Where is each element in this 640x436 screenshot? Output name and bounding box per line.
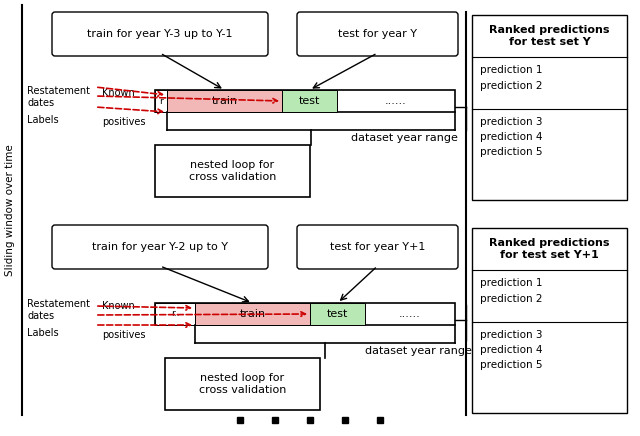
Text: nested loop for
cross validation: nested loop for cross validation (199, 373, 286, 395)
Text: prediction 3: prediction 3 (480, 330, 543, 340)
Text: r: r (159, 96, 163, 106)
Text: test for year Y+1: test for year Y+1 (330, 242, 425, 252)
Text: Restatement
dates: Restatement dates (27, 299, 90, 320)
Bar (167, 90, 282, 112)
Bar (155, 303, 195, 325)
Text: prediction 3: prediction 3 (480, 117, 543, 127)
Text: prediction 5: prediction 5 (480, 360, 543, 370)
Text: train: train (239, 309, 266, 319)
Bar (155, 303, 455, 325)
Text: Labels: Labels (27, 115, 59, 125)
Text: train for year Y-3 up to Y-1: train for year Y-3 up to Y-1 (87, 29, 233, 39)
Text: prediction 5: prediction 5 (480, 147, 543, 157)
Bar (155, 90, 455, 112)
Text: dataset year range: dataset year range (365, 346, 472, 356)
FancyBboxPatch shape (297, 225, 458, 269)
Text: dataset year range: dataset year range (351, 133, 458, 143)
FancyBboxPatch shape (297, 12, 458, 56)
Text: positives: positives (102, 330, 145, 340)
Text: train: train (211, 96, 237, 106)
Text: prediction 4: prediction 4 (480, 345, 543, 355)
Text: r..: r.. (171, 310, 179, 319)
Text: prediction 1: prediction 1 (480, 278, 543, 288)
FancyBboxPatch shape (52, 12, 268, 56)
Text: train for year Y-2 up to Y: train for year Y-2 up to Y (92, 242, 228, 252)
Text: prediction 1: prediction 1 (480, 65, 543, 75)
Text: Restatement
dates: Restatement dates (27, 86, 90, 108)
Bar (310, 303, 365, 325)
Text: Known: Known (102, 88, 135, 98)
Bar (165, 358, 320, 410)
Bar (282, 90, 337, 112)
Text: prediction 2: prediction 2 (480, 81, 543, 91)
Text: test: test (327, 309, 348, 319)
Text: nested loop for
cross validation: nested loop for cross validation (189, 160, 276, 182)
Text: Ranked predictions
for test set Y+1: Ranked predictions for test set Y+1 (489, 238, 610, 260)
Text: ......: ...... (399, 309, 421, 319)
Text: positives: positives (102, 117, 145, 127)
Text: Sliding window over time: Sliding window over time (5, 144, 15, 276)
Text: prediction 2: prediction 2 (480, 294, 543, 304)
Text: test: test (299, 96, 320, 106)
FancyBboxPatch shape (52, 225, 268, 269)
Text: test for year Y: test for year Y (338, 29, 417, 39)
Bar (472, 228, 627, 413)
Text: Ranked predictions
for test set Y: Ranked predictions for test set Y (489, 25, 610, 47)
Bar (155, 145, 310, 197)
Bar (195, 303, 310, 325)
Text: Known: Known (102, 301, 135, 311)
Text: ......: ...... (385, 96, 407, 106)
Bar (155, 90, 167, 112)
Text: Labels: Labels (27, 328, 59, 338)
Text: prediction 4: prediction 4 (480, 132, 543, 142)
Bar (472, 15, 627, 200)
